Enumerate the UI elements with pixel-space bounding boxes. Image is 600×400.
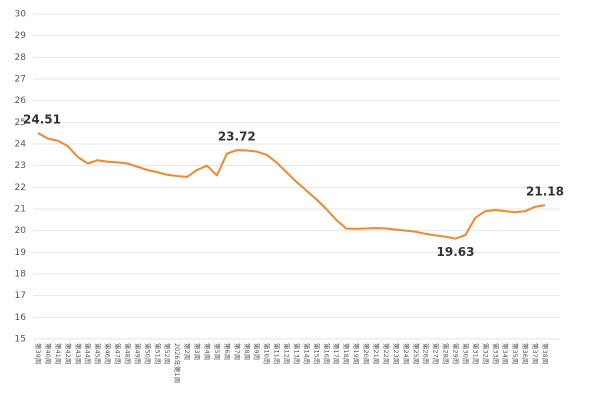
x-tick-label: 第32周: [481, 343, 490, 364]
value-label: 19.63: [437, 245, 475, 259]
x-tick-label: 第4周: [203, 343, 212, 360]
x-tick-label: 第38周: [541, 343, 550, 364]
x-tick-label: 第7周: [233, 343, 242, 360]
x-tick-label: 第27周: [432, 343, 441, 364]
x-tick-label: 第20周: [362, 343, 371, 364]
x-tick-label: 第23周: [392, 343, 401, 364]
x-tick-label: 第21周: [372, 343, 381, 364]
x-tick-label: 第5周: [213, 343, 222, 360]
y-tick-label: 20: [15, 226, 27, 236]
x-tick-label: 第51周: [153, 343, 162, 364]
x-tick-label: 第22周: [382, 343, 391, 364]
x-tick-label: 第52周: [163, 343, 172, 364]
x-tick-label: 第41周: [54, 343, 63, 364]
y-tick-label: 19: [15, 248, 27, 258]
x-tick-label: 第28周: [442, 343, 451, 364]
value-label: 23.72: [218, 130, 256, 144]
value-label: 24.51: [23, 112, 61, 126]
x-tick-label: 第33周: [491, 343, 500, 364]
x-tick-label: 第12周: [283, 343, 292, 364]
x-tick-label: 第24周: [402, 343, 411, 364]
x-tick-label: 第18周: [342, 343, 351, 364]
x-tick-label: 第31周: [471, 343, 480, 364]
x-tick-label: 第9周: [253, 343, 262, 360]
x-tick-label: 第6周: [223, 343, 232, 360]
y-tick-label: 30: [15, 10, 27, 20]
x-tick-label: 2026年第1周: [173, 343, 182, 383]
x-tick-label: 第17周: [332, 343, 341, 364]
x-tick-label: 第35周: [511, 343, 520, 364]
y-tick-label: 26: [15, 96, 27, 106]
x-tick-label: 第3周: [193, 343, 202, 360]
x-tick-label: 第11周: [273, 343, 282, 364]
x-tick-label: 第13周: [292, 343, 301, 364]
y-tick-label: 17: [15, 291, 26, 301]
x-tick-label: 第36周: [521, 343, 530, 364]
y-tick-label: 18: [15, 270, 27, 280]
y-tick-label: 28: [15, 53, 27, 63]
y-tick-label: 29: [15, 31, 27, 41]
x-tick-label: 第44周: [84, 343, 93, 364]
x-tick-label: 第37周: [531, 343, 540, 364]
x-tick-label: 第15周: [312, 343, 321, 364]
x-tick-label: 第45周: [94, 343, 103, 364]
x-tick-label: 第47周: [114, 343, 123, 364]
y-tick-label: 25: [15, 118, 26, 128]
x-tick-label: 第16周: [322, 343, 331, 364]
value-label: 21.18: [526, 185, 564, 199]
x-tick-label: 第8周: [243, 343, 252, 360]
x-tick-label: 第29周: [452, 343, 461, 364]
x-tick-label: 第40周: [44, 343, 53, 364]
y-tick-label: 22: [15, 183, 26, 193]
y-tick-label: 16: [15, 313, 27, 323]
x-tick-label: 第10周: [263, 343, 272, 364]
x-tick-label: 第2周: [183, 343, 192, 360]
x-tick-label: 第42周: [64, 343, 73, 364]
line: [37, 132, 546, 240]
y-tick-label: 15: [15, 335, 26, 345]
x-tick-label: 第26周: [422, 343, 431, 364]
x-tick-label: 第14周: [302, 343, 311, 364]
x-tick-label: 第48周: [123, 343, 132, 364]
y-tick-label: 23: [15, 161, 26, 171]
x-tick-label: 第30周: [461, 343, 470, 364]
y-tick-label: 21: [15, 205, 26, 215]
y-tick-label: 24: [15, 140, 27, 150]
x-tick-label: 第39周: [34, 343, 43, 364]
y-tick-label: 27: [15, 75, 26, 85]
x-tick-label: 第19周: [352, 343, 361, 364]
x-tick-label: 第25周: [412, 343, 421, 364]
x-tick-label: 第43周: [74, 343, 83, 364]
x-tick-label: 第34周: [501, 343, 510, 364]
x-tick-label: 第50周: [143, 343, 152, 364]
x-tick-label: 第49周: [133, 343, 142, 364]
x-tick-label: 第46周: [104, 343, 113, 364]
